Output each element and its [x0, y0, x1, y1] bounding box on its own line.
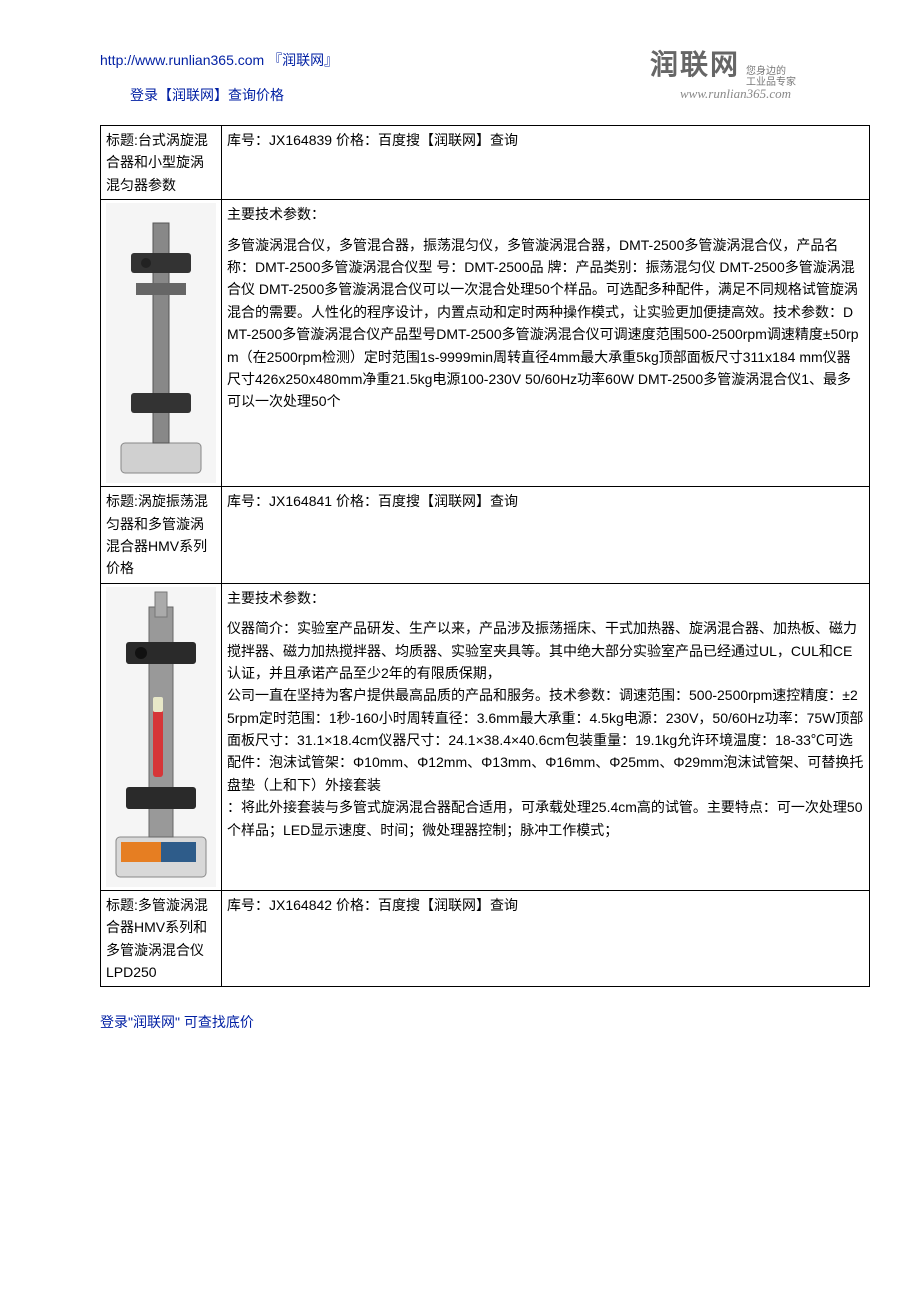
product-spec-cell: 主要技术参数： 仪器简介：实验室产品研发、生产以来，产品涉及振荡摇床、干式加热器… — [222, 583, 870, 890]
product-image — [106, 587, 216, 887]
product-image — [106, 203, 216, 483]
device-icon — [111, 203, 211, 483]
page-header: http://www.runlian365.com 『润联网』 登录【润联网】查… — [100, 50, 870, 105]
spec-body: 多管漩涡混合仪，多管混合器，振荡混匀仪，多管漩涡混合器，DMT-2500多管漩涡… — [227, 234, 864, 413]
table-row: 主要技术参数： 多管漩涡混合仪，多管混合器，振荡混匀仪，多管漩涡混合器，DMT-… — [101, 200, 870, 487]
product-info-cell: 库号：JX164839 价格：百度搜【润联网】查询 — [222, 126, 870, 200]
header-url[interactable]: http://www.runlian365.com 『润联网』 — [100, 50, 650, 70]
logo-text: 润联网 — [650, 43, 740, 83]
title-prefix: 标题: — [106, 132, 138, 148]
header-login-link[interactable]: 登录【润联网】查询价格 — [130, 85, 650, 105]
product-title-cell: 标题:台式涡旋混合器和小型旋涡混匀器参数 — [101, 126, 222, 200]
table-row: 标题:涡旋振荡混匀器和多管漩涡混合器HMV系列价格 库号：JX164841 价格… — [101, 487, 870, 584]
product-title-cell: 标题:多管漩涡混合器HMV系列和多管漩涡混合仪LPD250 — [101, 890, 222, 987]
header-left: http://www.runlian365.com 『润联网』 登录【润联网】查… — [100, 50, 650, 105]
logo-url: www.runlian365.com — [680, 86, 791, 102]
title-prefix: 标题: — [106, 493, 138, 509]
title-prefix: 标题: — [106, 897, 138, 913]
product-spec-cell: 主要技术参数： 多管漩涡混合仪，多管混合器，振荡混匀仪，多管漩涡混合器，DMT-… — [222, 200, 870, 487]
device-icon — [111, 587, 211, 887]
spec-title: 主要技术参数： — [227, 587, 864, 609]
table-row: 标题:多管漩涡混合器HMV系列和多管漩涡混合仪LPD250 库号：JX16484… — [101, 890, 870, 987]
product-table: 标题:台式涡旋混合器和小型旋涡混匀器参数 库号：JX164839 价格：百度搜【… — [100, 125, 870, 987]
product-info-cell: 库号：JX164841 价格：百度搜【润联网】查询 — [222, 487, 870, 584]
product-image-cell — [101, 200, 222, 487]
product-title-cell: 标题:涡旋振荡混匀器和多管漩涡混合器HMV系列价格 — [101, 487, 222, 584]
spec-body: 仪器简介：实验室产品研发、生产以来，产品涉及振荡摇床、干式加热器、旋涡混合器、加… — [227, 617, 864, 841]
product-info-cell: 库号：JX164842 价格：百度搜【润联网】查询 — [222, 890, 870, 987]
table-row: 主要技术参数： 仪器简介：实验室产品研发、生产以来，产品涉及振荡摇床、干式加热器… — [101, 583, 870, 890]
product-image-cell — [101, 583, 222, 890]
site-logo: 润联网 您身边的 工业品专家 www.runlian365.com — [650, 50, 870, 95]
table-row: 标题:台式涡旋混合器和小型旋涡混匀器参数 库号：JX164839 价格：百度搜【… — [101, 126, 870, 200]
logo-subtitle: 您身边的 工业品专家 — [746, 66, 796, 88]
footer-link[interactable]: 登录"润联网" 可查找底价 — [100, 1012, 870, 1032]
spec-title: 主要技术参数： — [227, 203, 864, 225]
